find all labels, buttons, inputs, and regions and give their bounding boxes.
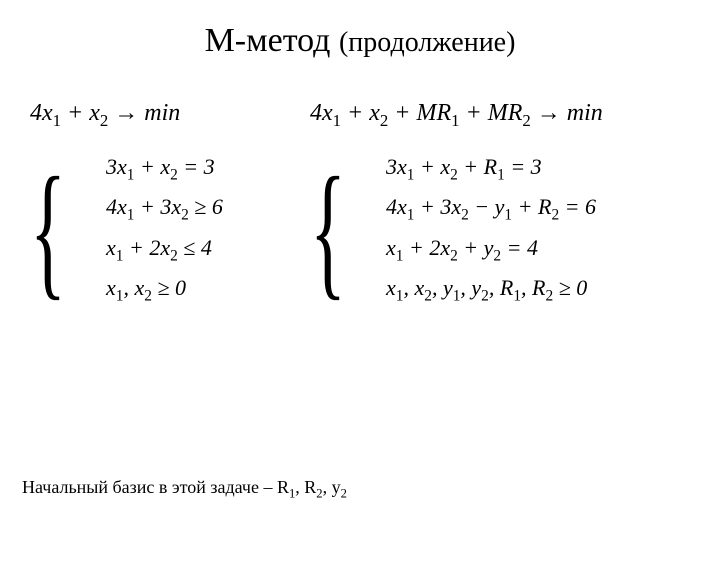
right-objective: 4x1 + x2 + MR1 + MR2 → min <box>310 100 720 131</box>
left-brace: { <box>30 155 66 305</box>
right-eq-2: 4x1 + 3x2 − y1 + R2 = 6 <box>386 194 596 224</box>
m-method-problem: 4x1 + x2 + MR1 + MR2 → min { 3x1 + x2 + … <box>310 100 720 310</box>
title-main: М-метод <box>205 22 331 59</box>
original-problem: 4x1 + x2 → min { 3x1 + x2 = 3 4x1 + 3x2 … <box>30 100 290 310</box>
left-eq-2: 4x1 + 3x2 ≥ 6 <box>106 194 223 224</box>
title-sub: (продолжение) <box>339 27 515 58</box>
right-system: { 3x1 + x2 + R1 = 3 4x1 + 3x2 − y1 + R2 … <box>310 149 720 311</box>
left-constraints: 3x1 + x2 = 3 4x1 + 3x2 ≥ 6 x1 + 2x2 ≤ 4 … <box>106 149 223 311</box>
right-eq-1: 3x1 + x2 + R1 = 3 <box>386 154 596 184</box>
left-system: { 3x1 + x2 = 3 4x1 + 3x2 ≥ 6 x1 + 2x2 ≤ … <box>30 149 290 311</box>
math-content: 4x1 + x2 → min { 3x1 + x2 = 3 4x1 + 3x2 … <box>0 100 720 310</box>
right-eq-3: x1 + 2x2 + y2 = 4 <box>386 235 596 265</box>
left-eq-1: 3x1 + x2 = 3 <box>106 154 223 184</box>
left-objective: 4x1 + x2 → min <box>30 100 290 131</box>
right-constraints: 3x1 + x2 + R1 = 3 4x1 + 3x2 − y1 + R2 = … <box>386 149 596 311</box>
left-eq-3: x1 + 2x2 ≤ 4 <box>106 235 223 265</box>
footer-note: Начальный базис в этой задаче – R1, R2, … <box>22 477 347 502</box>
right-brace: { <box>310 155 346 305</box>
slide-title: М-метод (продолжение) <box>0 22 720 60</box>
right-eq-4: x1, x2, y1, y2, R1, R2 ≥ 0 <box>386 275 596 305</box>
left-eq-4: x1, x2 ≥ 0 <box>106 275 223 305</box>
